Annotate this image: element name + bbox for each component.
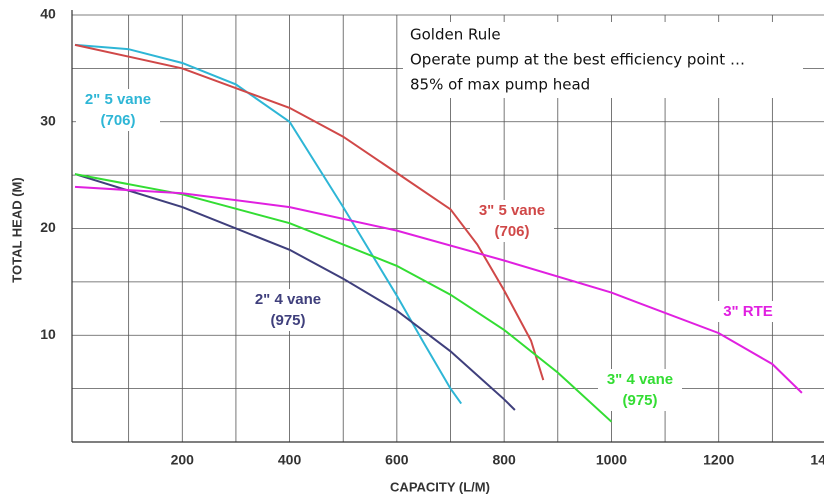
curve-label: (706) [494, 223, 529, 240]
curve [74, 185, 803, 394]
label-background [470, 200, 554, 242]
x-tick-label: 400 [278, 452, 302, 468]
label-background [246, 289, 330, 331]
x-tick-label: 1000 [596, 452, 627, 468]
curve [74, 43, 545, 381]
x-tick-label: 600 [385, 452, 409, 468]
y-tick-label: 30 [40, 112, 56, 128]
x-axis-title: CAPACITY (L/M) [390, 479, 490, 494]
x-tick-label: 1200 [703, 452, 734, 468]
label-background [706, 301, 790, 322]
note-text: Operate pump at the best efficiency poin… [410, 51, 745, 69]
note-text: Golden Rule [410, 26, 501, 44]
curve-label: 3" 4 vane [607, 371, 673, 388]
x-tick-label: 1400 [810, 452, 824, 468]
note-background [403, 22, 803, 98]
curve-label: 3" RTE [723, 303, 773, 320]
curve-label: 2" 5 vane [85, 91, 151, 108]
curve [74, 173, 516, 411]
label-background [598, 369, 682, 411]
curve-label: 3" 5 vane [479, 202, 545, 219]
curve-label: (706) [100, 112, 135, 129]
x-tick-label: 800 [492, 452, 516, 468]
curve-label: (975) [270, 312, 305, 329]
y-axis-title: TOTAL HEAD (M) [9, 177, 24, 282]
label-background [76, 89, 160, 131]
y-tick-label: 40 [40, 6, 56, 22]
y-tick-label: 20 [40, 219, 56, 235]
curve-label: (975) [622, 392, 657, 409]
curve-label: 2" 4 vane [255, 291, 321, 308]
x-tick-label: 200 [171, 452, 195, 468]
y-tick-label: 10 [40, 326, 56, 342]
curve [74, 173, 613, 423]
note-text: 85% of max pump head [410, 76, 590, 94]
curve [74, 43, 463, 405]
